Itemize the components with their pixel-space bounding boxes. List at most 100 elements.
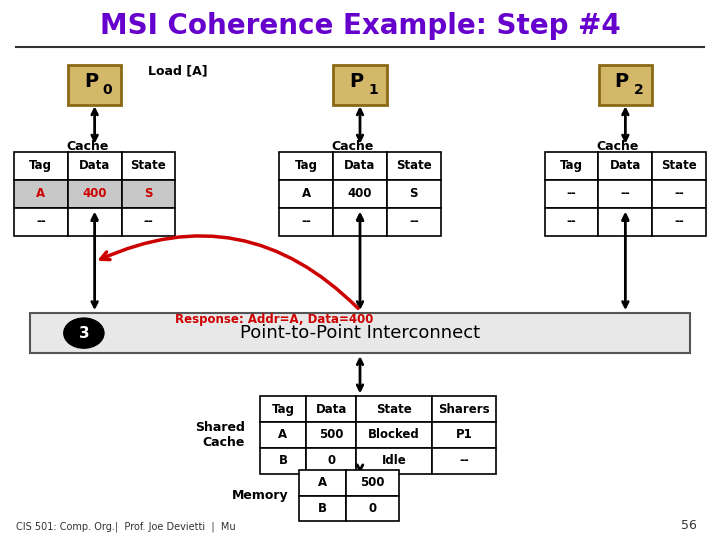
FancyBboxPatch shape xyxy=(333,208,387,235)
FancyBboxPatch shape xyxy=(122,180,175,208)
Text: Idle: Idle xyxy=(382,454,407,467)
Text: --: -- xyxy=(621,187,630,200)
Text: --: -- xyxy=(36,215,45,228)
Text: Tag: Tag xyxy=(30,159,53,172)
Text: A: A xyxy=(36,187,45,200)
FancyBboxPatch shape xyxy=(356,422,432,448)
Text: Response: Addr=A, Data=400: Response: Addr=A, Data=400 xyxy=(175,313,373,326)
FancyBboxPatch shape xyxy=(545,152,598,180)
Text: Shared
Cache: Shared Cache xyxy=(195,421,246,449)
Text: --: -- xyxy=(567,215,577,228)
FancyArrowPatch shape xyxy=(101,236,358,308)
FancyBboxPatch shape xyxy=(652,180,706,208)
Text: CIS 501: Comp. Org.|  Prof. Joe Devietti  |  Mu: CIS 501: Comp. Org.| Prof. Joe Devietti … xyxy=(16,522,235,532)
Text: --: -- xyxy=(409,215,418,228)
FancyBboxPatch shape xyxy=(306,396,356,422)
FancyBboxPatch shape xyxy=(299,470,346,496)
Text: P1: P1 xyxy=(456,428,472,441)
FancyBboxPatch shape xyxy=(68,208,122,235)
FancyBboxPatch shape xyxy=(598,208,652,235)
Text: Data: Data xyxy=(610,159,641,172)
FancyBboxPatch shape xyxy=(279,152,333,180)
FancyBboxPatch shape xyxy=(346,470,400,496)
Text: S: S xyxy=(144,187,153,200)
Text: Cache: Cache xyxy=(331,140,374,153)
Circle shape xyxy=(64,318,104,348)
Text: State: State xyxy=(376,403,412,416)
FancyBboxPatch shape xyxy=(260,396,306,422)
Text: --: -- xyxy=(675,215,684,228)
Text: MSI Coherence Example: Step #4: MSI Coherence Example: Step #4 xyxy=(99,11,621,39)
Text: 3: 3 xyxy=(78,326,89,341)
Text: 500: 500 xyxy=(360,476,384,489)
Text: Data: Data xyxy=(344,159,376,172)
FancyBboxPatch shape xyxy=(387,208,441,235)
FancyBboxPatch shape xyxy=(432,396,496,422)
FancyBboxPatch shape xyxy=(68,152,122,180)
FancyBboxPatch shape xyxy=(14,208,68,235)
FancyBboxPatch shape xyxy=(387,180,441,208)
Text: State: State xyxy=(130,159,166,172)
FancyBboxPatch shape xyxy=(68,180,122,208)
Text: --: -- xyxy=(567,187,577,200)
Text: Tag: Tag xyxy=(560,159,583,172)
FancyBboxPatch shape xyxy=(260,422,306,448)
Text: 2: 2 xyxy=(634,83,643,97)
FancyBboxPatch shape xyxy=(432,422,496,448)
FancyBboxPatch shape xyxy=(333,180,387,208)
Text: 1: 1 xyxy=(368,83,378,97)
Text: Blocked: Blocked xyxy=(368,428,420,441)
Text: Tag: Tag xyxy=(294,159,318,172)
Text: Cache: Cache xyxy=(597,140,639,153)
Text: B: B xyxy=(318,502,327,515)
Text: Data: Data xyxy=(315,403,347,416)
Text: --: -- xyxy=(675,187,684,200)
FancyBboxPatch shape xyxy=(306,422,356,448)
FancyBboxPatch shape xyxy=(356,396,432,422)
FancyBboxPatch shape xyxy=(333,65,387,105)
Text: P: P xyxy=(615,72,629,91)
Text: Point-to-Point Interconnect: Point-to-Point Interconnect xyxy=(240,324,480,342)
Text: --: -- xyxy=(90,215,99,228)
Text: 500: 500 xyxy=(319,428,343,441)
FancyBboxPatch shape xyxy=(598,180,652,208)
Text: Memory: Memory xyxy=(232,489,288,502)
FancyBboxPatch shape xyxy=(346,496,400,522)
FancyBboxPatch shape xyxy=(122,152,175,180)
Text: --: -- xyxy=(355,215,365,228)
Text: B: B xyxy=(279,454,287,467)
FancyBboxPatch shape xyxy=(599,65,652,105)
FancyBboxPatch shape xyxy=(356,448,432,474)
FancyBboxPatch shape xyxy=(122,208,175,235)
Text: 0: 0 xyxy=(369,502,377,515)
Text: Data: Data xyxy=(79,159,110,172)
FancyBboxPatch shape xyxy=(279,180,333,208)
FancyBboxPatch shape xyxy=(545,208,598,235)
Text: --: -- xyxy=(302,215,311,228)
FancyBboxPatch shape xyxy=(306,448,356,474)
Text: P: P xyxy=(84,72,98,91)
Text: A: A xyxy=(302,187,311,200)
FancyBboxPatch shape xyxy=(14,152,68,180)
FancyBboxPatch shape xyxy=(652,208,706,235)
Text: Cache: Cache xyxy=(66,140,108,153)
Text: 400: 400 xyxy=(348,187,372,200)
FancyBboxPatch shape xyxy=(279,208,333,235)
FancyBboxPatch shape xyxy=(333,152,387,180)
Text: --: -- xyxy=(143,215,153,228)
Text: Sharers: Sharers xyxy=(438,403,490,416)
Text: 400: 400 xyxy=(82,187,107,200)
FancyBboxPatch shape xyxy=(387,152,441,180)
Text: Load [A]: Load [A] xyxy=(148,65,208,78)
Text: P: P xyxy=(349,72,364,91)
FancyBboxPatch shape xyxy=(432,448,496,474)
FancyBboxPatch shape xyxy=(68,65,121,105)
Text: S: S xyxy=(410,187,418,200)
FancyBboxPatch shape xyxy=(260,448,306,474)
Text: 0: 0 xyxy=(328,454,336,467)
FancyBboxPatch shape xyxy=(299,496,346,522)
Text: --: -- xyxy=(621,215,630,228)
Text: Tag: Tag xyxy=(271,403,294,416)
FancyBboxPatch shape xyxy=(30,313,690,353)
Text: State: State xyxy=(396,159,432,172)
